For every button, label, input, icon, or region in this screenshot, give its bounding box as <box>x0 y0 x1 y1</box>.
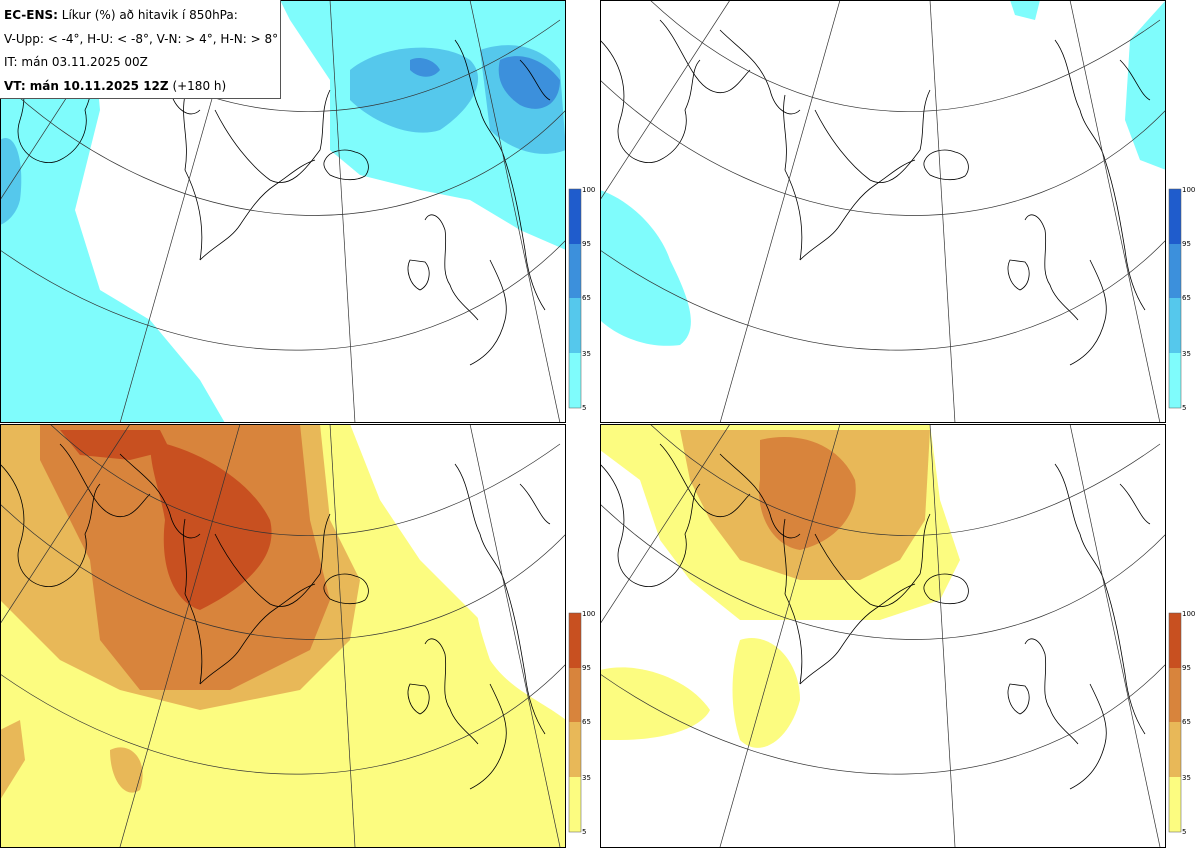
colorbar-tick: 65 <box>582 294 591 302</box>
colorbar-tick: 65 <box>1182 718 1191 726</box>
colorbar-tick: 5 <box>582 404 586 412</box>
colorbar-tick: 65 <box>1182 294 1191 302</box>
colorbar-h-n: 100 95 65 35 5 <box>1168 610 1195 836</box>
colorbar-tick: 95 <box>1182 240 1191 248</box>
forecast-info-box: EC-ENS: Líkur (%) að hitavik í 850hPa: V… <box>0 0 281 99</box>
colorbar-tick: 65 <box>582 718 591 726</box>
colorbar-tick: 95 <box>582 664 591 672</box>
panel-h-u <box>600 0 1166 423</box>
model-name: EC-ENS: <box>4 8 58 22</box>
title-row: EC-ENS: Líkur (%) að hitavik í 850hPa: <box>4 4 280 28</box>
colorbar-tick: 100 <box>1182 186 1195 194</box>
colorbar-tick: 95 <box>1182 664 1191 672</box>
lead-time: (+180 h) <box>172 78 227 93</box>
panel-v-n <box>0 424 566 848</box>
colorbar-tick: 5 <box>1182 404 1186 412</box>
colorbar-h-u: 100 95 65 35 5 <box>1168 186 1195 412</box>
colorbar-tick: 100 <box>582 610 595 618</box>
colorbar-v-upp: 100 95 65 35 5 <box>568 186 595 412</box>
valid-time: VT: mán 10.11.2025 12Z <box>4 78 169 93</box>
panel-v-upp <box>0 0 566 423</box>
panel-h-n <box>600 424 1166 848</box>
valid-time-row: VT: mán 10.11.2025 12Z (+180 h) <box>4 75 280 99</box>
colorbar-tick: 35 <box>582 350 591 358</box>
colorbar-tick: 100 <box>1182 610 1195 618</box>
product-description: Líkur (%) að hitavik í 850hPa: <box>61 8 238 22</box>
threshold-legend: V-Upp: < -4°, H-U: < -8°, V-N: > 4°, H-N… <box>4 31 279 46</box>
colorbar-tick: 5 <box>1182 828 1186 836</box>
initial-time: IT: mán 03.11.2025 00Z <box>4 55 148 69</box>
colorbar-v-n: 100 95 65 35 5 <box>568 610 595 836</box>
colorbar-tick: 95 <box>582 240 591 248</box>
colorbar-tick: 5 <box>582 828 586 836</box>
colorbar-tick: 35 <box>582 774 591 782</box>
colorbar-tick: 100 <box>582 186 595 194</box>
colorbar-tick: 35 <box>1182 350 1191 358</box>
colorbar-tick: 35 <box>1182 774 1191 782</box>
